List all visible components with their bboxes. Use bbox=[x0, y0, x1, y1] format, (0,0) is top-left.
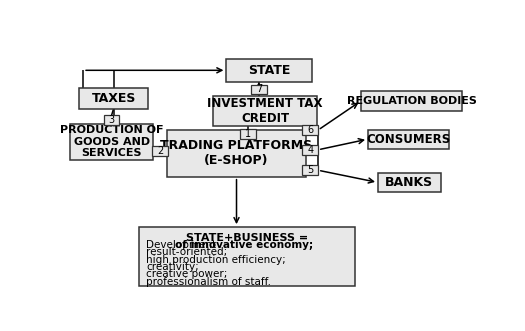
Text: 5: 5 bbox=[307, 165, 313, 175]
Text: REGULATION BODIES: REGULATION BODIES bbox=[346, 96, 476, 106]
FancyBboxPatch shape bbox=[378, 173, 441, 192]
Text: TAXES: TAXES bbox=[91, 92, 136, 105]
Text: STATE+BUSINESS =: STATE+BUSINESS = bbox=[186, 233, 308, 243]
FancyBboxPatch shape bbox=[302, 125, 318, 135]
Text: BANKS: BANKS bbox=[385, 176, 434, 189]
FancyBboxPatch shape bbox=[368, 129, 449, 149]
Text: 3: 3 bbox=[109, 115, 114, 125]
Text: creative power;: creative power; bbox=[146, 269, 227, 279]
FancyBboxPatch shape bbox=[79, 88, 148, 109]
Text: 2: 2 bbox=[157, 146, 163, 156]
FancyBboxPatch shape bbox=[302, 166, 318, 175]
FancyBboxPatch shape bbox=[226, 59, 312, 82]
Text: Development: Development bbox=[146, 240, 219, 250]
FancyBboxPatch shape bbox=[139, 227, 354, 286]
FancyBboxPatch shape bbox=[167, 129, 306, 177]
FancyBboxPatch shape bbox=[251, 85, 267, 94]
Text: professionalism of staff.: professionalism of staff. bbox=[146, 277, 271, 287]
Text: 1: 1 bbox=[245, 129, 251, 139]
Text: creativity;: creativity; bbox=[146, 262, 199, 272]
FancyBboxPatch shape bbox=[240, 129, 256, 139]
FancyBboxPatch shape bbox=[361, 91, 462, 111]
Text: of innovative economy;: of innovative economy; bbox=[175, 240, 313, 250]
FancyBboxPatch shape bbox=[70, 124, 153, 160]
Text: TRADING PLATFORMS
(E-SHOP): TRADING PLATFORMS (E-SHOP) bbox=[161, 139, 312, 167]
FancyBboxPatch shape bbox=[213, 96, 317, 126]
Text: INVESTMENT TAX
CREDIT: INVESTMENT TAX CREDIT bbox=[207, 97, 323, 125]
FancyBboxPatch shape bbox=[152, 146, 168, 156]
Text: 6: 6 bbox=[307, 125, 313, 135]
Text: STATE: STATE bbox=[248, 64, 290, 77]
FancyBboxPatch shape bbox=[302, 145, 318, 155]
FancyBboxPatch shape bbox=[104, 115, 119, 125]
Text: 4: 4 bbox=[307, 145, 313, 155]
Text: 7: 7 bbox=[256, 84, 262, 94]
Text: high production efficiency;: high production efficiency; bbox=[146, 255, 286, 264]
Text: result-oriented;: result-oriented; bbox=[146, 247, 227, 257]
Text: PRODUCTION OF
GOODS AND
SERVICES: PRODUCTION OF GOODS AND SERVICES bbox=[60, 125, 163, 158]
Text: CONSUMERS: CONSUMERS bbox=[366, 133, 451, 146]
